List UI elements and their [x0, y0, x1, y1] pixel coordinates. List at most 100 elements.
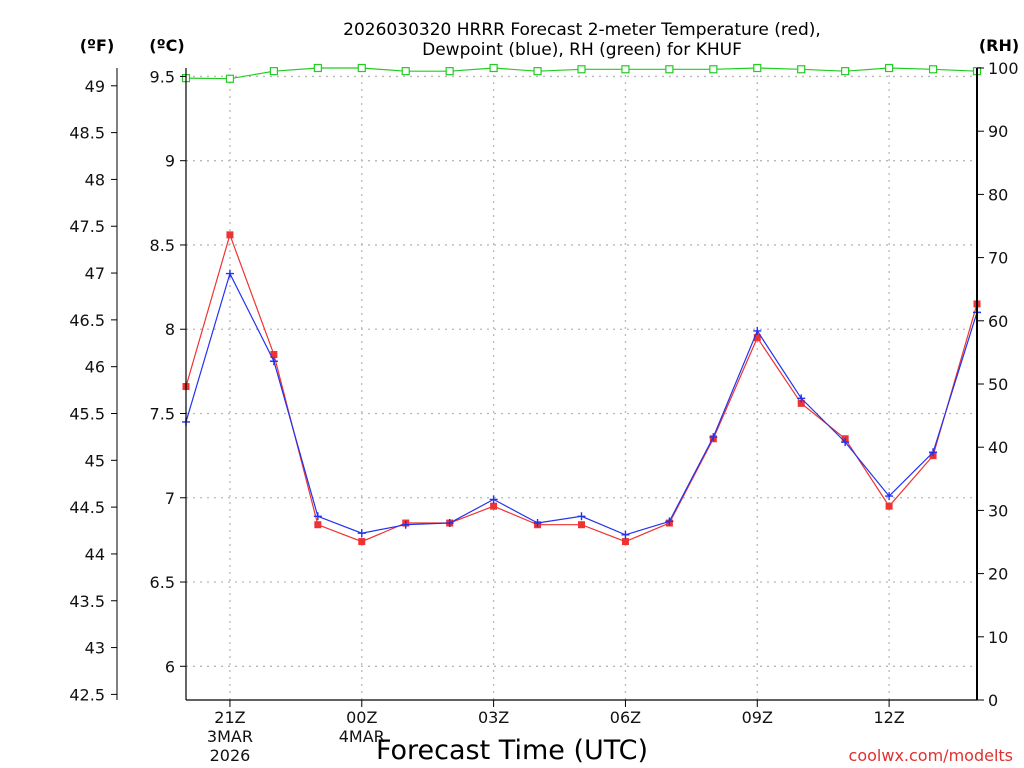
tick-label-f: 46 — [85, 358, 105, 377]
unit-rh: (RH) — [979, 36, 1019, 55]
marker-rh — [841, 67, 850, 76]
tick-label-f: 48 — [85, 170, 105, 189]
marker-dewpoint — [885, 492, 894, 501]
tick-sublabel-date: 4MAR — [339, 727, 385, 746]
marker-dewpoint — [929, 448, 938, 457]
marker-rh — [753, 63, 762, 73]
tick-label-f: 48.5 — [69, 124, 105, 143]
marker-rh — [577, 65, 586, 74]
marker-dewpoint — [665, 517, 674, 526]
marker-rh — [269, 67, 278, 76]
marker-dewpoint — [621, 530, 630, 539]
tick-label-rh: 20 — [988, 565, 1008, 584]
marker-temperature — [226, 231, 234, 239]
tick-labels: 6 6.5 7 7.5 8 8.5 9 9.5 42.5 43 43.5 44 44.5 45 45.5 46… — [69, 59, 1018, 765]
tick-label-x: 09Z — [742, 708, 773, 727]
tick-label-f: 42.5 — [69, 685, 105, 704]
tick-label-f: 45.5 — [69, 404, 105, 423]
marker-rh — [313, 63, 322, 73]
tick-label-c: 8 — [165, 320, 175, 339]
tick-label-rh: 80 — [988, 185, 1008, 204]
series-line-temperature — [185, 232, 978, 543]
grid — [186, 68, 977, 700]
chart-title-line1: 2026030320 HRRR Forecast 2-meter Tempera… — [343, 20, 821, 40]
tick-label-c: 9 — [165, 152, 175, 171]
x-axis-title: Forecast Time (UTC) — [376, 735, 648, 766]
marker-dewpoint — [533, 519, 542, 528]
series-line-dewpoint — [185, 271, 978, 536]
tick-label-rh: 10 — [988, 628, 1008, 647]
tick-label-c: 7.5 — [150, 404, 175, 423]
tick-label-f: 43.5 — [69, 592, 105, 611]
unit-celsius: (ºC) — [149, 36, 184, 55]
tick-label-f: 47 — [85, 264, 105, 283]
tick-label-f: 49 — [85, 77, 105, 96]
marker-rh — [357, 63, 366, 73]
marker-dewpoint — [753, 326, 762, 335]
marker-dewpoint — [841, 438, 850, 447]
tick-label-x: 03Z — [478, 708, 509, 727]
tick-label-rh: 30 — [988, 501, 1008, 520]
marker-dewpoint — [357, 529, 366, 538]
marker-dewpoint — [225, 269, 234, 278]
tick-label-c: 9.5 — [150, 67, 175, 86]
marker-dewpoint — [577, 512, 586, 521]
marker-rh — [797, 65, 806, 74]
marker-rh — [533, 67, 542, 76]
tick-label-c: 6.5 — [150, 573, 175, 592]
tick-label-f: 44.5 — [69, 498, 105, 517]
marker-temperature — [578, 521, 585, 529]
tick-label-rh: 70 — [988, 249, 1008, 268]
credit-text: coolwx.com/modelts — [849, 746, 1013, 765]
marker-temperature — [270, 351, 278, 359]
tick-label-x: 12Z — [873, 708, 904, 727]
tick-label-x: 00Z — [346, 708, 377, 727]
marker-rh — [621, 65, 630, 74]
tick-label-f: 43 — [85, 639, 105, 658]
marker-rh — [665, 65, 674, 74]
tick-label-rh: 60 — [988, 312, 1008, 331]
marker-temperature — [753, 334, 761, 342]
tick-label-rh: 90 — [988, 122, 1008, 141]
tick-label-c: 6 — [165, 657, 175, 676]
marker-dewpoint — [313, 512, 322, 521]
tick-label-rh: 0 — [988, 691, 998, 710]
marker-rh — [489, 63, 498, 73]
marker-dewpoint — [269, 357, 278, 366]
axes — [111, 67, 984, 707]
marker-dewpoint — [709, 433, 718, 442]
tick-label-f: 44 — [85, 545, 105, 564]
tick-label-f: 47.5 — [69, 217, 105, 236]
tick-label-c: 8.5 — [150, 236, 175, 255]
tick-label-f: 46.5 — [69, 311, 105, 330]
marker-temperature — [797, 399, 805, 407]
series-layer — [181, 63, 982, 546]
tick-label-rh: 50 — [988, 375, 1008, 394]
tick-label-rh: 40 — [988, 438, 1008, 457]
marker-rh — [401, 67, 410, 76]
marker-rh — [709, 65, 718, 74]
marker-dewpoint — [401, 520, 410, 529]
marker-dewpoint — [445, 519, 454, 528]
chart-title-line2: Dewpoint (blue), RH (green) for KHUF — [422, 40, 742, 60]
tick-sublabel-date: 3MAR — [207, 727, 253, 746]
marker-rh — [225, 74, 235, 83]
tick-label-x: 21Z — [214, 708, 245, 727]
marker-rh — [445, 67, 454, 76]
unit-fahrenheit: (ºF) — [80, 36, 115, 55]
tick-label-f: 45 — [85, 451, 105, 470]
marker-dewpoint — [797, 394, 806, 403]
marker-rh — [928, 65, 938, 74]
marker-temperature — [885, 502, 893, 510]
marker-temperature — [621, 538, 629, 546]
marker-rh — [885, 63, 894, 73]
marker-dewpoint — [489, 495, 498, 504]
marker-temperature — [358, 538, 366, 546]
tick-sublabel-year: 2026 — [210, 746, 251, 765]
tick-label-x: 06Z — [610, 708, 641, 727]
tick-label-c: 7 — [165, 489, 175, 508]
marker-temperature — [314, 521, 322, 529]
tick-label-rh: 100 — [988, 59, 1019, 78]
marker-temperature — [490, 502, 498, 510]
